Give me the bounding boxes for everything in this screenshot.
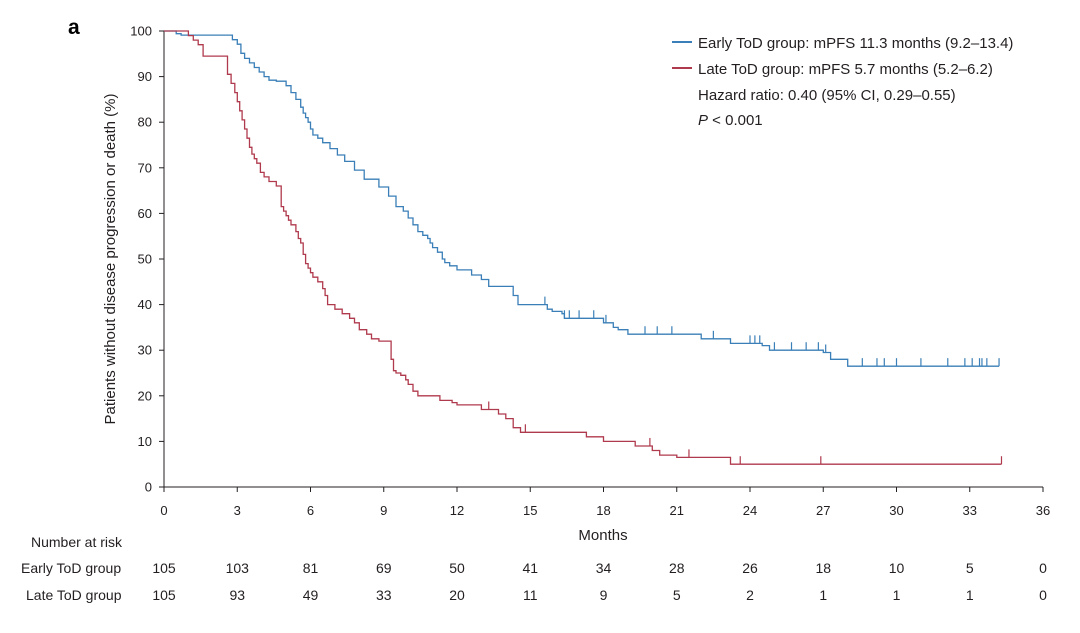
y-tick-label: 0: [145, 480, 152, 495]
x-tick-label: 0: [160, 503, 167, 518]
legend: Early ToD group: mPFS 11.3 months (9.2–1…: [672, 35, 1013, 129]
risk-value: 105: [152, 560, 176, 576]
y-tick-label: 70: [138, 160, 152, 175]
y-tick-label: 60: [138, 206, 152, 221]
risk-value: 18: [815, 560, 831, 576]
risk-value: 103: [226, 560, 250, 576]
risk-row-label-late: Late ToD group: [26, 587, 122, 603]
y-ticks: 0 10 20 30 40 50 60 70 80 90 100: [130, 24, 164, 495]
x-tick-label: 27: [816, 503, 830, 518]
risk-value: 81: [303, 560, 319, 576]
risk-value: 1: [966, 587, 974, 603]
panel-label: a: [68, 16, 80, 39]
risk-value: 2: [746, 587, 754, 603]
survival-curve-late: [164, 30, 1002, 465]
risk-value: 5: [673, 587, 681, 603]
risk-value: 0: [1039, 560, 1047, 576]
x-tick-label: 24: [743, 503, 757, 518]
risk-value: 34: [596, 560, 612, 576]
x-tick-label: 30: [889, 503, 903, 518]
risk-value: 11: [523, 587, 538, 603]
risk-value: 0: [1039, 587, 1047, 603]
risk-row-label-early: Early ToD group: [21, 560, 121, 576]
risk-value: 69: [376, 560, 392, 576]
p-value-text: < 0.001: [708, 112, 763, 129]
x-tick-label: 9: [380, 503, 387, 518]
risk-table: Number at risk Early ToD group Late ToD …: [21, 534, 1047, 603]
risk-value: 20: [449, 587, 465, 603]
x-tick-label: 21: [670, 503, 684, 518]
risk-value: 41: [522, 560, 538, 576]
survival-curves: [164, 30, 1003, 465]
x-tick-label: 36: [1036, 503, 1050, 518]
risk-value: 105: [152, 587, 176, 603]
risk-value: 5: [966, 560, 974, 576]
y-tick-label: 100: [130, 24, 152, 39]
hazard-ratio-annotation: Hazard ratio: 0.40 (95% CI, 0.29–0.55): [698, 87, 956, 104]
x-tick-label: 6: [307, 503, 314, 518]
risk-value: 1: [819, 587, 827, 603]
risk-value: 9: [600, 587, 608, 603]
risk-value: 1: [893, 587, 901, 603]
p-value-annotation: P < 0.001: [698, 112, 763, 129]
risk-value: 93: [229, 587, 245, 603]
x-tick-label: 12: [450, 503, 464, 518]
survival-curve-early: [164, 30, 1000, 367]
x-tick-label: 3: [234, 503, 241, 518]
risk-value: 49: [303, 587, 319, 603]
p-value-symbol: P: [698, 112, 708, 129]
risk-value: 28: [669, 560, 685, 576]
x-tick-label: 15: [523, 503, 537, 518]
legend-label-late: Late ToD group: mPFS 5.7 months (5.2–6.2…: [698, 61, 993, 78]
risk-table-title: Number at risk: [31, 534, 123, 550]
y-axis-title: Patients without disease progression or …: [102, 93, 119, 424]
x-axis-title: Months: [578, 527, 627, 544]
risk-value: 26: [742, 560, 758, 576]
risk-value: 10: [889, 560, 905, 576]
y-tick-label: 10: [138, 434, 152, 449]
risk-value: 33: [376, 587, 392, 603]
x-tick-label: 33: [963, 503, 977, 518]
y-tick-label: 40: [138, 297, 152, 312]
legend-label-early: Early ToD group: mPFS 11.3 months (9.2–1…: [698, 35, 1013, 52]
x-ticks: 0 3 6 9 12 15 18 21 24 27 30 33 36: [160, 487, 1050, 518]
y-tick-label: 50: [138, 252, 152, 267]
y-tick-label: 30: [138, 343, 152, 358]
y-tick-label: 90: [138, 69, 152, 84]
risk-value: 50: [449, 560, 465, 576]
y-tick-label: 80: [138, 115, 152, 130]
y-tick-label: 20: [138, 388, 152, 403]
x-tick-label: 18: [596, 503, 610, 518]
